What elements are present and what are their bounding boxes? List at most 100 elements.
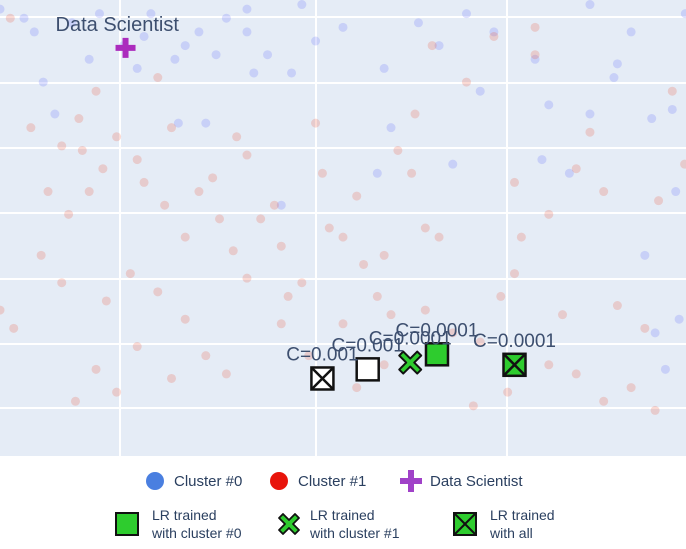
cluster-1-point	[420, 223, 430, 233]
cluster-0-point	[263, 50, 273, 60]
cluster-1-point	[153, 73, 163, 83]
circle-icon	[146, 472, 164, 490]
cluster-0-point	[386, 123, 396, 133]
lr-annotation-label: C=0.001	[286, 344, 358, 365]
cluster-0-point	[671, 187, 681, 197]
cluster-0-point	[626, 27, 636, 37]
circle-icon	[270, 472, 288, 490]
cluster-1-point	[84, 187, 94, 197]
cluster-1-point	[571, 369, 581, 379]
cluster-0-point	[564, 168, 574, 178]
cluster-0-point	[667, 104, 677, 114]
cluster-0-point	[650, 328, 660, 338]
cluster-1-point	[379, 250, 389, 260]
cluster-1-point	[503, 387, 513, 397]
legend-item-data-scientist[interactable]: Data Scientist	[398, 468, 523, 494]
cluster-1-point	[201, 351, 211, 361]
cluster-1-point	[304, 351, 314, 361]
cluster-1-point	[232, 132, 242, 142]
cross-icon	[400, 470, 422, 492]
cluster-1-point	[338, 319, 348, 329]
lr-cluster-0-marker	[424, 342, 450, 367]
cluster-0-point	[297, 0, 307, 10]
cluster-1-point	[475, 337, 485, 347]
cluster-1-point	[640, 323, 650, 333]
cluster-1-point	[153, 287, 163, 297]
cluster-1-point	[9, 323, 19, 333]
cluster-0-point	[276, 200, 286, 210]
cluster-1-point	[410, 109, 420, 119]
lr-markers	[310, 342, 527, 391]
cluster-1-point	[5, 13, 15, 23]
cluster-1-point	[434, 232, 444, 242]
cluster-1-point	[125, 269, 135, 279]
cluster-1-point	[427, 41, 437, 51]
data-scientist-marker: Data Scientist	[56, 14, 179, 58]
legend-item-cluster-0[interactable]: Cluster #0	[142, 468, 242, 494]
cluster-1-point	[43, 187, 53, 197]
cluster-1-point	[468, 401, 478, 411]
scatter-plot: Data Scientist C=0.001C=0.001C=0.0001C=0…	[0, 0, 686, 456]
cluster-1-point	[112, 132, 122, 142]
cluster-0-point	[647, 114, 657, 124]
cluster-1-point	[544, 209, 554, 219]
cluster-1-point	[352, 191, 362, 201]
legend-label: Cluster #1	[298, 472, 367, 490]
cluster-1-point	[57, 141, 67, 151]
cluster-1-point	[242, 150, 252, 160]
lr-annotation-label: C=0.0001	[396, 320, 479, 341]
cluster-1-point	[317, 168, 327, 178]
cluster-0-point	[660, 364, 670, 374]
cluster-1-point	[372, 291, 382, 301]
cluster-1-point	[215, 214, 225, 224]
cluster-1-point	[379, 360, 389, 370]
cluster-1-point	[276, 241, 286, 251]
square-x-icon	[453, 512, 477, 536]
cluster-0-point	[132, 63, 142, 73]
cluster-1-point	[74, 114, 84, 124]
cluster-1-point	[680, 159, 686, 169]
cluster-1-point	[180, 232, 190, 242]
cluster-1-point	[242, 273, 252, 283]
legend-item-lr-cluster-0[interactable]: LR trained with cluster #0	[114, 506, 241, 542]
cluster-0-points	[0, 0, 686, 374]
cluster-1-point	[132, 155, 142, 165]
cluster-0-point	[242, 4, 252, 14]
cluster-0-point	[434, 41, 444, 51]
cluster-1-point	[585, 127, 595, 137]
cluster-0-point	[38, 77, 48, 87]
legend-label: LR trained with cluster #1	[310, 507, 400, 541]
cluster-1-point	[510, 269, 519, 279]
cluster-1-point	[544, 360, 554, 370]
cluster-1-point	[101, 296, 111, 306]
cluster-1-point	[276, 319, 286, 329]
cluster-1-point	[324, 223, 334, 233]
cluster-0-point	[537, 155, 547, 165]
cluster-0-point	[311, 36, 321, 46]
cluster-0-point	[19, 13, 29, 23]
legend-item-cluster-1[interactable]: Cluster #1	[266, 468, 366, 494]
cluster-1-point	[407, 168, 417, 178]
cluster-1-point	[612, 301, 622, 311]
cluster-1-point	[650, 405, 660, 415]
cluster-0-point	[287, 68, 297, 78]
cluster-0-point	[530, 54, 540, 64]
cluster-1-point	[352, 383, 362, 393]
cluster-1-point	[420, 305, 430, 315]
cluster-1-point	[496, 291, 506, 301]
cluster-1-point	[36, 250, 46, 260]
cluster-1-point	[626, 383, 636, 393]
cluster-0-point	[461, 9, 471, 19]
legend-item-lr-all[interactable]: LR trained with all	[452, 506, 555, 542]
legend-label: LR trained with all	[490, 507, 555, 541]
cluster-0-point	[680, 9, 686, 19]
cluster-1-point	[558, 310, 568, 320]
data-scientist-point	[115, 37, 136, 58]
cluster-1-point	[489, 31, 499, 41]
cluster-1-point	[311, 118, 321, 128]
cluster-0-point	[413, 18, 423, 28]
cluster-0-point	[0, 4, 5, 14]
cluster-0-point	[173, 118, 183, 128]
legend-item-lr-cluster-1[interactable]: LR trained with cluster #1	[276, 506, 399, 542]
